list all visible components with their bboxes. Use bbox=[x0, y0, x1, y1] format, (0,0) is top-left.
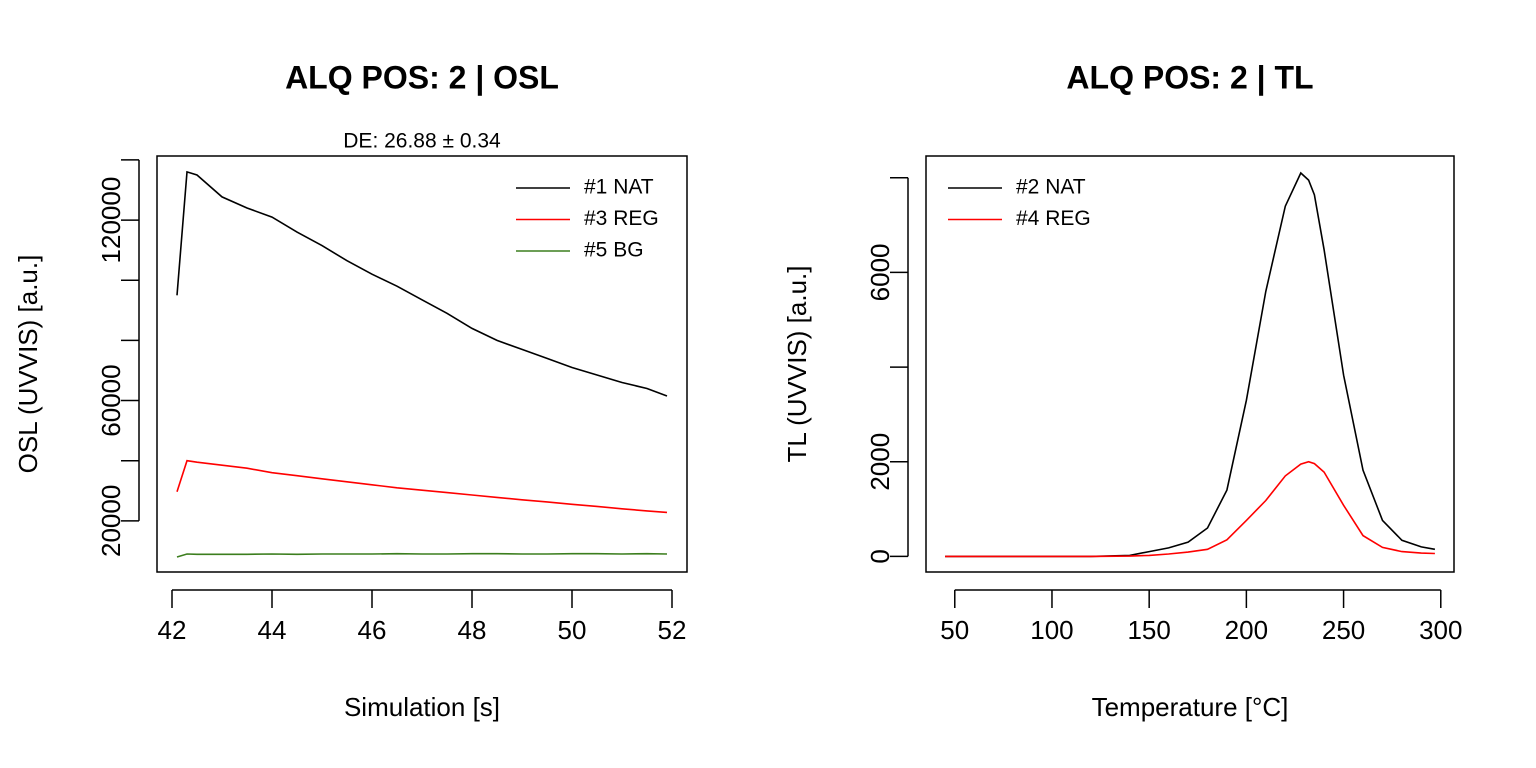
x-tick-label: 300 bbox=[1419, 615, 1462, 645]
x-tick-label: 200 bbox=[1225, 615, 1268, 645]
x-tick-label: 100 bbox=[1030, 615, 1073, 645]
x-tick-label: 250 bbox=[1322, 615, 1365, 645]
y-tick-label: 120000 bbox=[96, 177, 126, 264]
x-tick-label: 50 bbox=[940, 615, 969, 645]
x-tick-label: 42 bbox=[158, 615, 187, 645]
x-tick-label: 50 bbox=[558, 615, 587, 645]
legend-label: #5 BG bbox=[584, 239, 644, 262]
legend-label: #4 REG bbox=[1016, 207, 1091, 230]
plot-box bbox=[925, 155, 1455, 573]
chart-title: ALQ POS: 2 | TL bbox=[1066, 59, 1313, 95]
x-axis-label: Temperature [°C] bbox=[1092, 692, 1289, 722]
legend-label: #2 NAT bbox=[1016, 176, 1086, 199]
x-tick-label: 52 bbox=[658, 615, 687, 645]
chart-title: ALQ POS: 2 | OSL bbox=[285, 59, 559, 95]
x-tick-label: 46 bbox=[358, 615, 387, 645]
series-line bbox=[945, 171, 1436, 558]
y-tick-label: 0 bbox=[865, 549, 895, 563]
x-tick-label: 150 bbox=[1127, 615, 1170, 645]
subtitle: DE: 26.88 ± 0.34 bbox=[343, 130, 501, 153]
y-axis-label: TL (UVVIS) [a.u.] bbox=[782, 266, 812, 463]
y-tick-label: 6000 bbox=[865, 244, 895, 302]
x-tick-label: 48 bbox=[458, 615, 487, 645]
x-tick-label: 44 bbox=[258, 615, 287, 645]
legend-label: #1 NAT bbox=[584, 176, 654, 199]
plot-box bbox=[156, 155, 688, 573]
y-axis-label: OSL (UVVIS) [a.u.] bbox=[13, 255, 43, 474]
series-line bbox=[176, 552, 668, 558]
series-line bbox=[945, 460, 1435, 558]
series-line bbox=[176, 459, 668, 514]
y-tick-label: 60000 bbox=[96, 364, 126, 436]
y-tick-label: 2000 bbox=[865, 433, 895, 491]
series-line bbox=[176, 170, 668, 397]
legend-label: #3 REG bbox=[584, 207, 659, 230]
y-tick-label: 20000 bbox=[96, 485, 126, 557]
x-axis-label: Simulation [s] bbox=[344, 692, 500, 722]
